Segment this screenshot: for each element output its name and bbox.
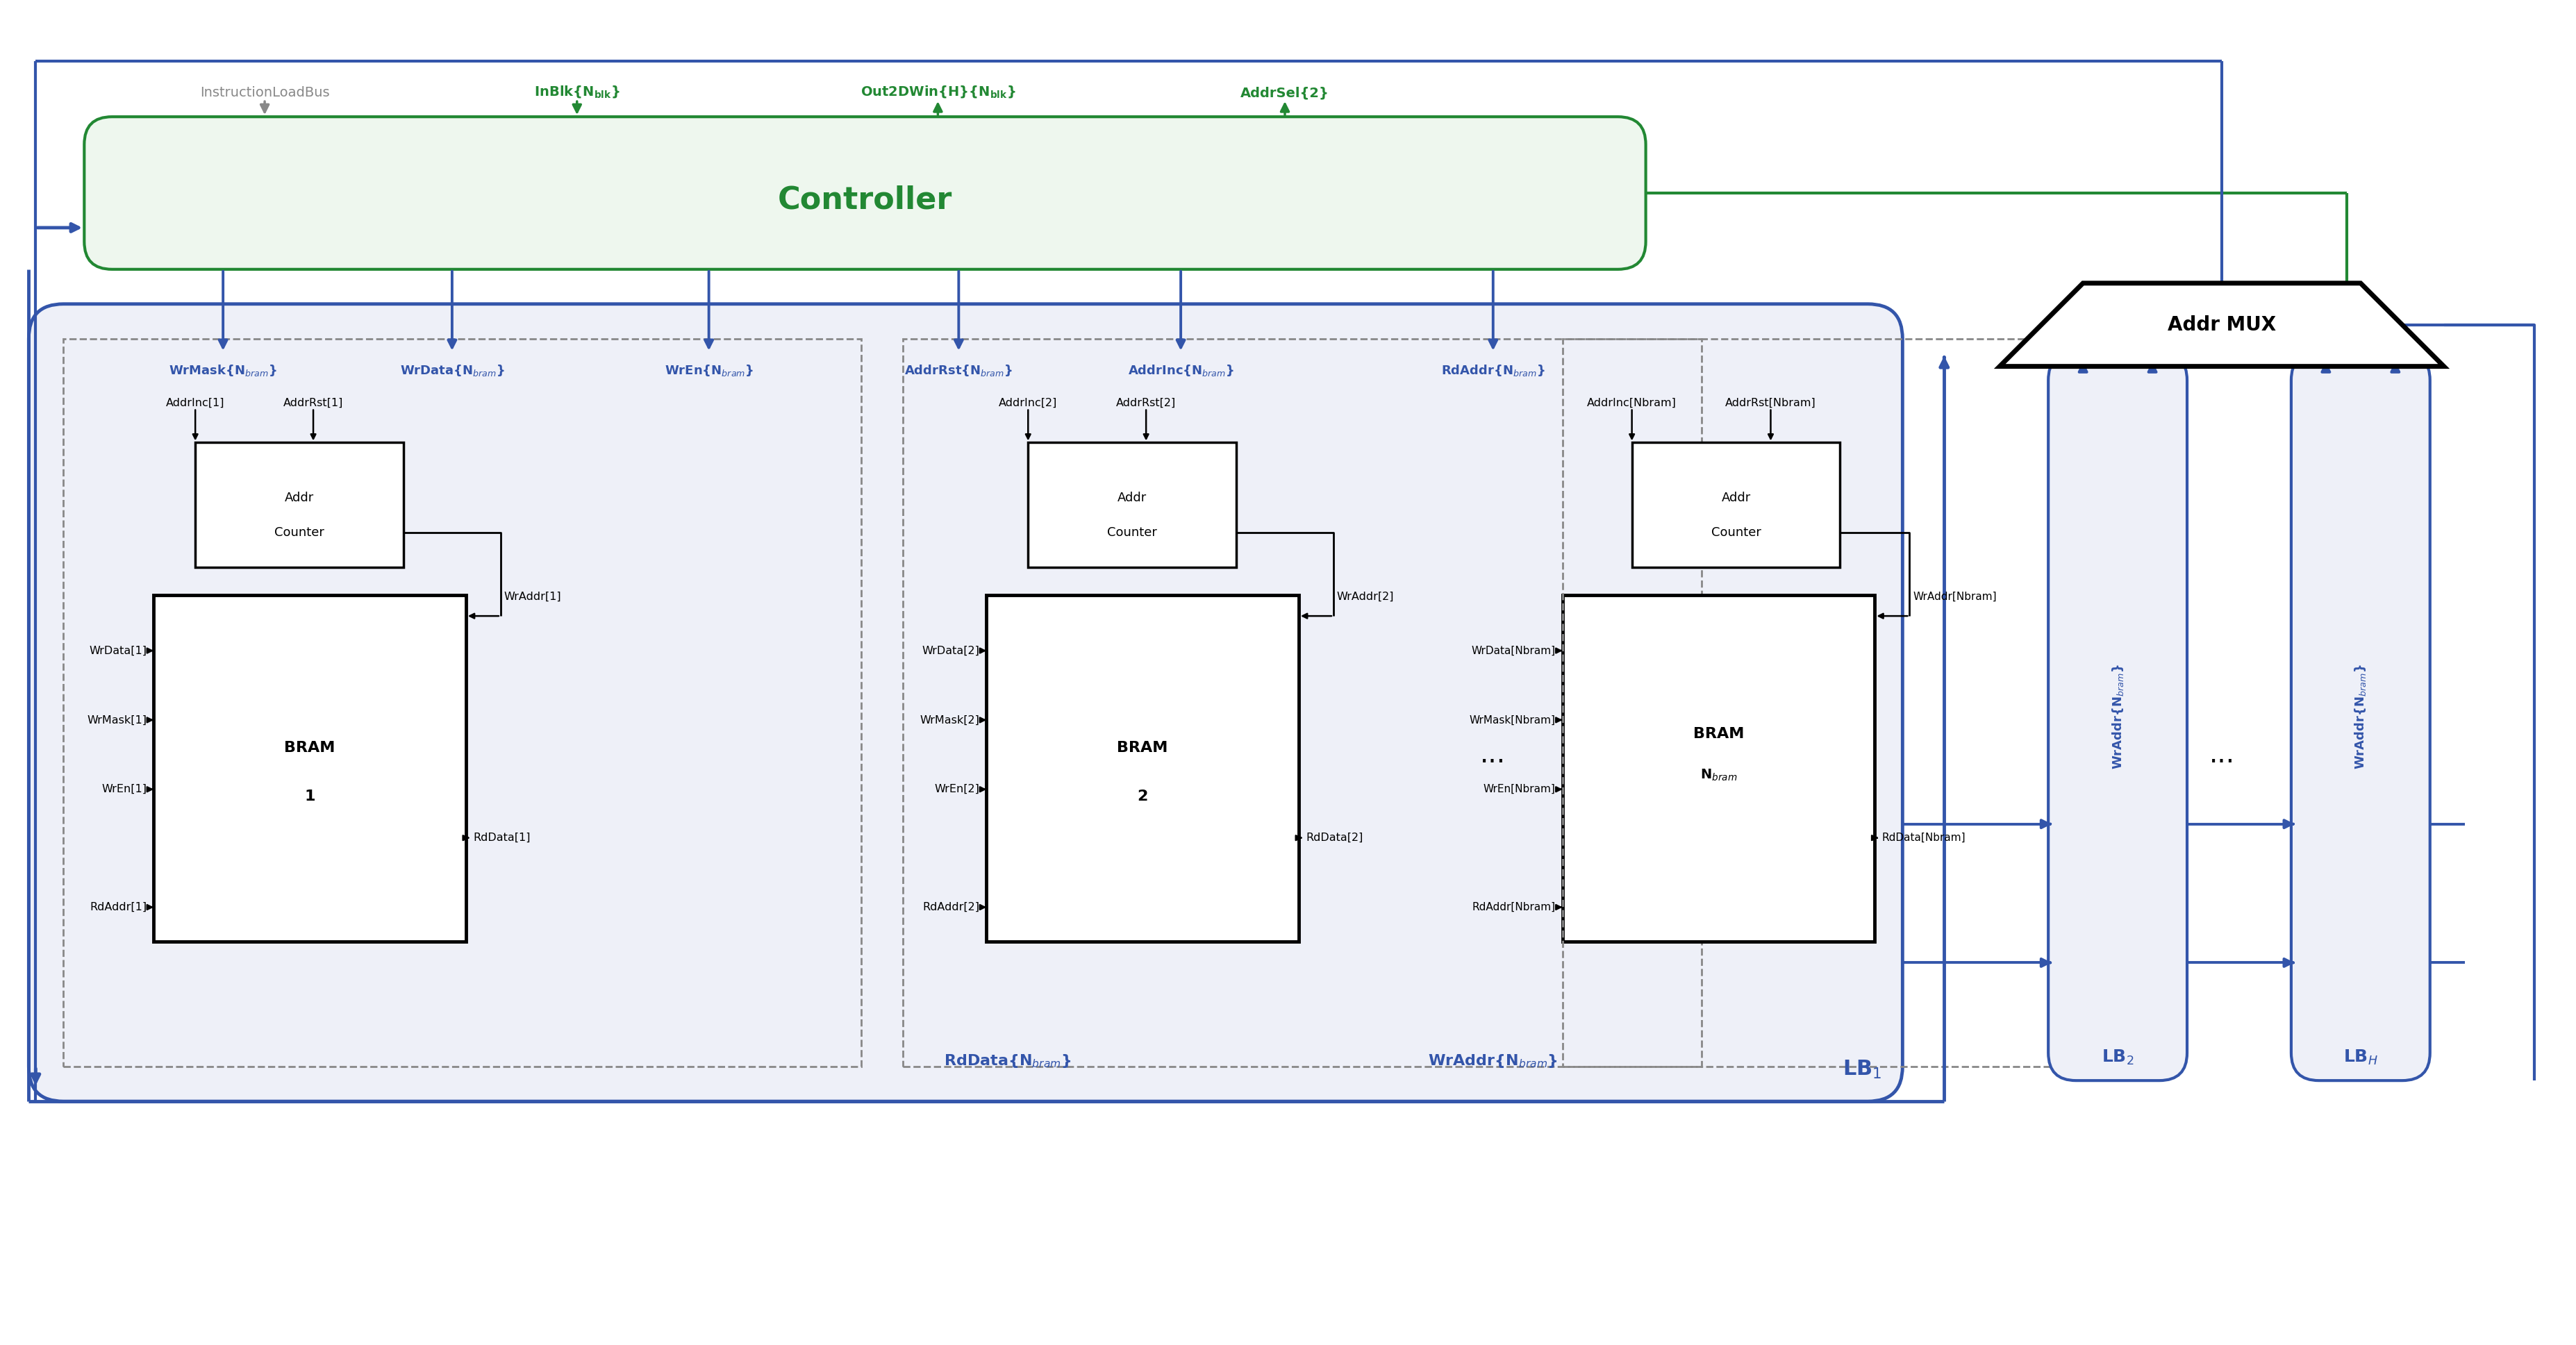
Text: BRAM: BRAM — [283, 741, 335, 755]
Text: AddrRst[Nbram]: AddrRst[Nbram] — [1726, 398, 1816, 408]
Text: LB$_1$: LB$_1$ — [1842, 1059, 1880, 1080]
FancyBboxPatch shape — [987, 596, 1298, 941]
Text: RdData[Nbram]: RdData[Nbram] — [1880, 833, 1965, 843]
Text: WrMask[1]: WrMask[1] — [88, 714, 147, 725]
Text: BRAM: BRAM — [1692, 726, 1744, 741]
Text: RdData[2]: RdData[2] — [1306, 833, 1363, 843]
Text: Addr: Addr — [1721, 492, 1752, 504]
FancyBboxPatch shape — [2048, 352, 2187, 1080]
Text: WrMask{N$_{bram}$}: WrMask{N$_{bram}$} — [170, 363, 278, 378]
Text: Out2DWin{H}{N$_\mathbf{blk}$}: Out2DWin{H}{N$_\mathbf{blk}$} — [860, 85, 1015, 100]
Text: WrAddr[Nbram]: WrAddr[Nbram] — [1914, 592, 1996, 603]
Text: RdData{N$_{bram}$}: RdData{N$_{bram}$} — [943, 1053, 1072, 1069]
Text: WrData{N$_{bram}$}: WrData{N$_{bram}$} — [399, 363, 505, 378]
Text: AddrInc{N$_{bram}$}: AddrInc{N$_{bram}$} — [1128, 363, 1234, 378]
Text: InBlk{N$_\mathbf{blk}$}: InBlk{N$_\mathbf{blk}$} — [533, 85, 621, 100]
Text: AddrInc[1]: AddrInc[1] — [165, 398, 224, 408]
Text: WrEn[1]: WrEn[1] — [100, 784, 147, 795]
Text: RdAddr{N$_{bram}$}: RdAddr{N$_{bram}$} — [1440, 363, 1546, 378]
Text: RdAddr[2]: RdAddr[2] — [922, 902, 979, 912]
FancyBboxPatch shape — [1564, 596, 1875, 941]
FancyBboxPatch shape — [196, 443, 404, 568]
Text: Addr MUX: Addr MUX — [2166, 315, 2277, 335]
Text: WrEn{N$_{bram}$}: WrEn{N$_{bram}$} — [665, 363, 752, 378]
Text: WrMask[2]: WrMask[2] — [920, 714, 979, 725]
Text: AddrInc[2]: AddrInc[2] — [999, 398, 1056, 408]
Text: LB$_2$: LB$_2$ — [2102, 1049, 2133, 1067]
Text: WrData[1]: WrData[1] — [90, 646, 147, 656]
Text: RdAddr[Nbram]: RdAddr[Nbram] — [1471, 902, 1556, 912]
Text: Counter: Counter — [1710, 526, 1762, 539]
Polygon shape — [1999, 284, 2445, 366]
Text: InstructionLoadBus: InstructionLoadBus — [201, 86, 330, 100]
Text: ...: ... — [1481, 741, 1507, 768]
Text: WrAddr{N$_{bram}$}: WrAddr{N$_{bram}$} — [2354, 664, 2367, 769]
Text: AddrSel{2}: AddrSel{2} — [1242, 86, 1329, 100]
Text: Addr: Addr — [286, 492, 314, 504]
Text: AddrInc[Nbram]: AddrInc[Nbram] — [1587, 398, 1677, 408]
Text: AddrRst[2]: AddrRst[2] — [1115, 398, 1177, 408]
FancyBboxPatch shape — [1028, 443, 1236, 568]
Text: Counter: Counter — [1108, 526, 1157, 539]
Text: WrData[2]: WrData[2] — [922, 646, 979, 656]
Text: BRAM: BRAM — [1118, 741, 1167, 755]
FancyBboxPatch shape — [1631, 443, 1839, 568]
Text: RdAddr[1]: RdAddr[1] — [90, 902, 147, 912]
Text: 1: 1 — [304, 790, 314, 803]
Text: WrAddr[2]: WrAddr[2] — [1337, 592, 1394, 603]
Text: ...: ... — [2208, 741, 2233, 768]
Text: WrEn[2]: WrEn[2] — [935, 784, 979, 795]
Text: WrMask[Nbram]: WrMask[Nbram] — [1468, 714, 1556, 725]
Text: RdData[1]: RdData[1] — [474, 833, 531, 843]
Text: LB$_H$: LB$_H$ — [2344, 1049, 2378, 1067]
Text: Counter: Counter — [276, 526, 325, 539]
Text: WrAddr{N$_{bram}$}: WrAddr{N$_{bram}$} — [2110, 664, 2125, 769]
FancyBboxPatch shape — [2290, 352, 2429, 1080]
Text: AddrRst[1]: AddrRst[1] — [283, 398, 343, 408]
Text: WrAddr{N$_{bram}$}: WrAddr{N$_{bram}$} — [1427, 1053, 1558, 1069]
FancyBboxPatch shape — [28, 304, 1904, 1102]
Text: 2: 2 — [1136, 790, 1149, 803]
Text: WrData[Nbram]: WrData[Nbram] — [1471, 646, 1556, 656]
FancyBboxPatch shape — [85, 117, 1646, 269]
Text: AddrRst{N$_{bram}$}: AddrRst{N$_{bram}$} — [904, 363, 1012, 378]
FancyBboxPatch shape — [155, 596, 466, 941]
Text: Addr: Addr — [1118, 492, 1146, 504]
Text: WrAddr[1]: WrAddr[1] — [505, 592, 562, 603]
Text: WrEn[Nbram]: WrEn[Nbram] — [1484, 784, 1556, 795]
Text: N$_{bram}$: N$_{bram}$ — [1700, 768, 1736, 783]
Text: Controller: Controller — [778, 186, 953, 215]
